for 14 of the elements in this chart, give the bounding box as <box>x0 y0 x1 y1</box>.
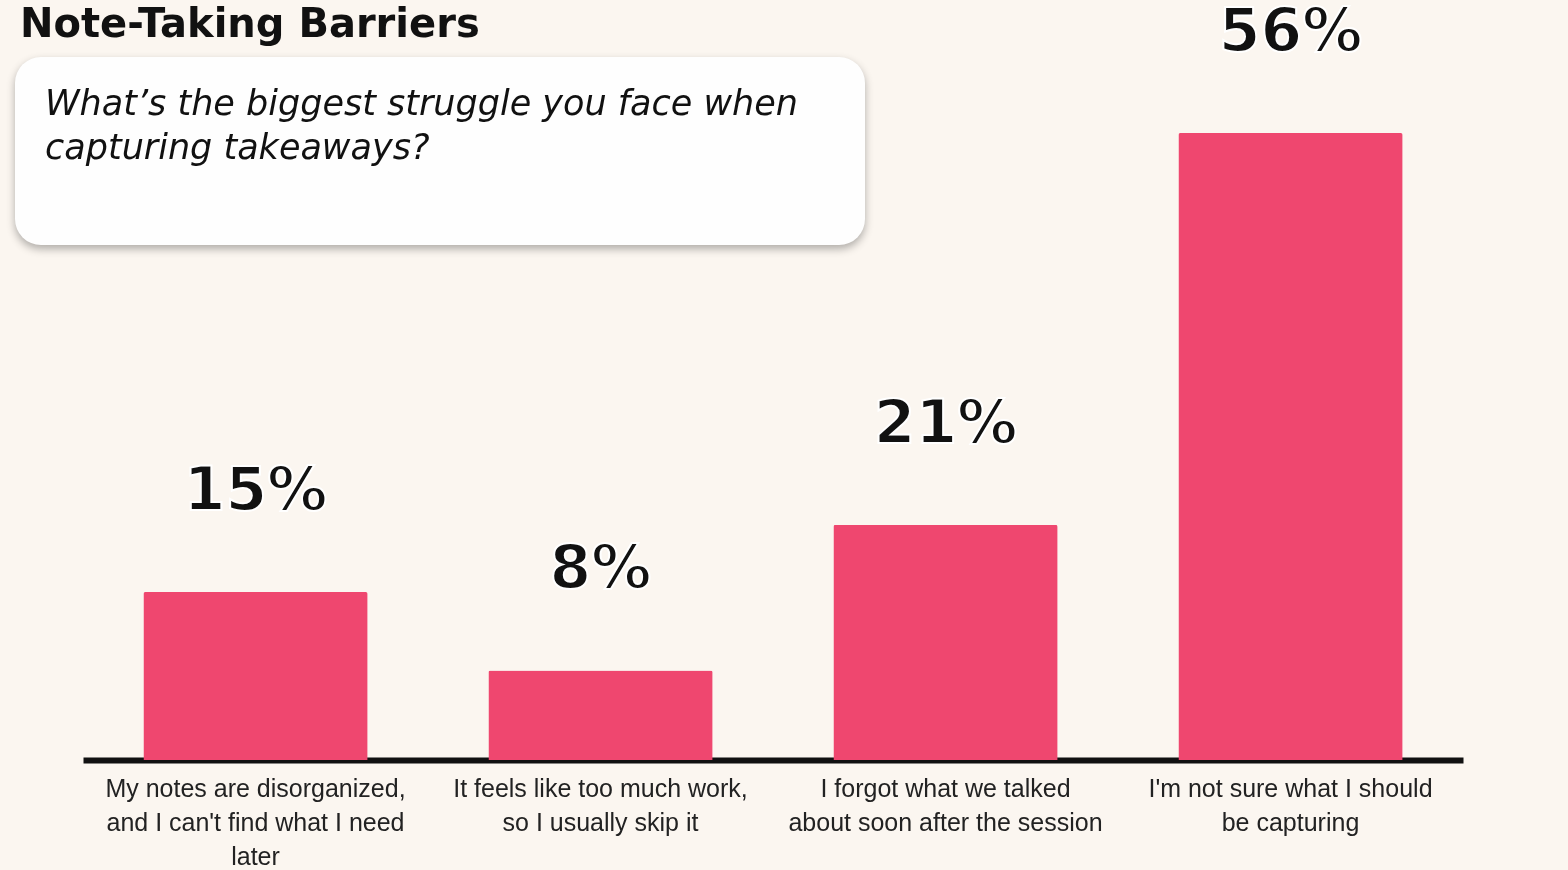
x-tick-label: It feels like too much work, so I usually skip it <box>453 773 748 836</box>
bar <box>833 524 1058 760</box>
bar <box>143 592 368 760</box>
callout-card: What’s the biggest struggle you face when capturing takeaways? <box>15 57 865 245</box>
data-label: 15% <box>183 454 328 525</box>
chart-title: Note-Taking Barriers <box>20 0 480 46</box>
bar <box>488 670 713 760</box>
x-tick-label: My notes are disorganized, and I can't find what I need later <box>105 773 406 870</box>
data-label: 56% <box>1218 0 1363 65</box>
data-label: 8% <box>549 532 652 603</box>
data-label: 21% <box>873 386 1018 457</box>
x-tick-label: I'm not sure what I should be capturing <box>1148 773 1433 836</box>
bar <box>1178 133 1403 760</box>
x-tick-label: I forgot what we talked about soon after the session <box>788 773 1103 836</box>
